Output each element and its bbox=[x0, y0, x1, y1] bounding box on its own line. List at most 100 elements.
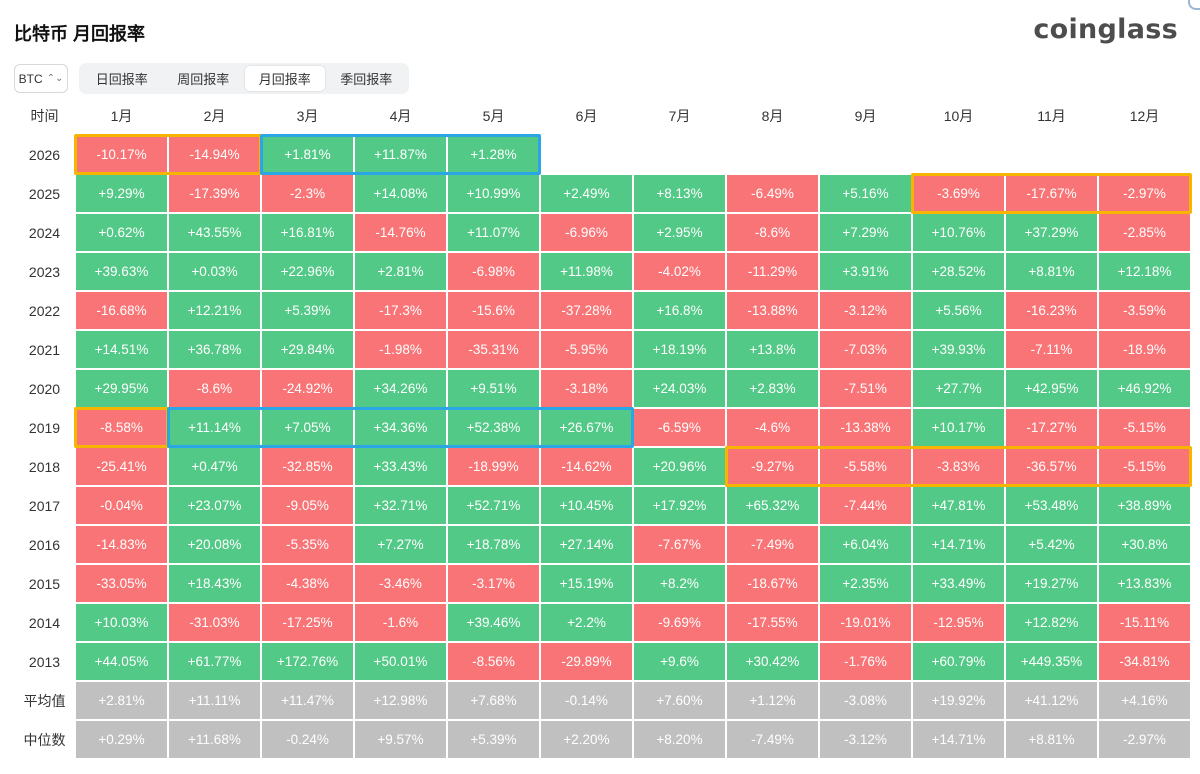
tab-daily-return[interactable]: 日回报率 bbox=[95, 72, 148, 87]
stat-cell[interactable]: +12.98% bbox=[355, 682, 446, 719]
return-cell[interactable]: -8.6% bbox=[727, 214, 818, 251]
return-cell[interactable]: +29.95% bbox=[76, 370, 167, 407]
return-cell[interactable]: -33.05% bbox=[76, 565, 167, 602]
return-cell[interactable]: +12.21% bbox=[169, 292, 260, 329]
return-cell[interactable]: +42.95% bbox=[1006, 370, 1097, 407]
return-cell[interactable]: -2.3% bbox=[262, 175, 353, 212]
return-cell[interactable]: -17.25% bbox=[262, 604, 353, 641]
coin-select[interactable]: BTC ⌃⌄ bbox=[14, 64, 68, 93]
return-cell[interactable]: +38.89% bbox=[1099, 487, 1190, 524]
tab-weekly-return[interactable]: 周回报率 bbox=[177, 72, 230, 87]
return-cell[interactable]: +1.81% bbox=[262, 136, 353, 173]
stat-cell[interactable]: +11.68% bbox=[169, 721, 260, 758]
stat-cell[interactable]: +19.92% bbox=[913, 682, 1004, 719]
return-cell[interactable]: -5.58% bbox=[820, 448, 911, 485]
return-cell[interactable]: +2.81% bbox=[355, 253, 446, 290]
return-cell[interactable]: -14.62% bbox=[541, 448, 632, 485]
stat-cell[interactable]: -2.97% bbox=[1099, 721, 1190, 758]
return-cell[interactable]: -17.3% bbox=[355, 292, 446, 329]
return-cell[interactable]: +449.35% bbox=[1006, 643, 1097, 680]
return-cell[interactable]: -29.89% bbox=[541, 643, 632, 680]
return-cell[interactable]: +33.49% bbox=[913, 565, 1004, 602]
return-cell[interactable]: +7.27% bbox=[355, 526, 446, 563]
return-cell[interactable]: -3.83% bbox=[913, 448, 1004, 485]
return-cell[interactable]: -6.96% bbox=[541, 214, 632, 251]
return-cell[interactable]: +8.81% bbox=[1006, 253, 1097, 290]
return-cell[interactable]: +2.49% bbox=[541, 175, 632, 212]
return-cell[interactable]: +10.99% bbox=[448, 175, 539, 212]
return-cell[interactable]: +12.82% bbox=[1006, 604, 1097, 641]
stat-cell[interactable]: -0.24% bbox=[262, 721, 353, 758]
return-cell[interactable]: +7.29% bbox=[820, 214, 911, 251]
return-cell[interactable]: +8.13% bbox=[634, 175, 725, 212]
return-cell[interactable]: +39.63% bbox=[76, 253, 167, 290]
return-cell[interactable]: +23.07% bbox=[169, 487, 260, 524]
return-cell[interactable]: +2.2% bbox=[541, 604, 632, 641]
return-cell[interactable]: +19.27% bbox=[1006, 565, 1097, 602]
return-cell[interactable]: -7.44% bbox=[820, 487, 911, 524]
return-cell[interactable]: -9.69% bbox=[634, 604, 725, 641]
return-cell[interactable]: +32.71% bbox=[355, 487, 446, 524]
return-cell[interactable]: -16.23% bbox=[1006, 292, 1097, 329]
return-cell[interactable]: +14.51% bbox=[76, 331, 167, 368]
return-cell[interactable]: -35.31% bbox=[448, 331, 539, 368]
return-cell[interactable]: -8.56% bbox=[448, 643, 539, 680]
return-cell[interactable]: -3.69% bbox=[913, 175, 1004, 212]
return-cell[interactable]: -4.6% bbox=[727, 409, 818, 446]
stat-cell[interactable]: -3.12% bbox=[820, 721, 911, 758]
return-cell[interactable]: -1.76% bbox=[820, 643, 911, 680]
stat-cell[interactable]: +8.81% bbox=[1006, 721, 1097, 758]
return-cell[interactable]: +10.03% bbox=[76, 604, 167, 641]
stat-cell[interactable]: +41.12% bbox=[1006, 682, 1097, 719]
stat-cell[interactable]: -3.08% bbox=[820, 682, 911, 719]
return-cell[interactable]: +30.42% bbox=[727, 643, 818, 680]
return-cell[interactable]: +3.91% bbox=[820, 253, 911, 290]
return-cell[interactable]: +18.19% bbox=[634, 331, 725, 368]
stat-cell[interactable]: +11.11% bbox=[169, 682, 260, 719]
return-cell[interactable]: +10.45% bbox=[541, 487, 632, 524]
return-cell[interactable]: +13.8% bbox=[727, 331, 818, 368]
return-cell[interactable]: +22.96% bbox=[262, 253, 353, 290]
return-cell[interactable]: -16.68% bbox=[76, 292, 167, 329]
return-cell[interactable]: +44.05% bbox=[76, 643, 167, 680]
return-cell[interactable]: -18.9% bbox=[1099, 331, 1190, 368]
stat-cell[interactable]: +7.68% bbox=[448, 682, 539, 719]
return-cell[interactable]: +61.77% bbox=[169, 643, 260, 680]
stat-cell[interactable]: +0.29% bbox=[76, 721, 167, 758]
return-cell[interactable]: +5.39% bbox=[262, 292, 353, 329]
return-cell[interactable]: +39.93% bbox=[913, 331, 1004, 368]
return-cell[interactable]: +36.78% bbox=[169, 331, 260, 368]
return-cell[interactable]: +30.8% bbox=[1099, 526, 1190, 563]
return-cell[interactable]: -7.67% bbox=[634, 526, 725, 563]
return-cell[interactable]: -14.94% bbox=[169, 136, 260, 173]
stat-cell[interactable]: +2.81% bbox=[76, 682, 167, 719]
return-cell[interactable]: -2.97% bbox=[1099, 175, 1190, 212]
stat-cell[interactable]: +2.20% bbox=[541, 721, 632, 758]
stat-cell[interactable]: +9.57% bbox=[355, 721, 446, 758]
return-cell[interactable]: -18.99% bbox=[448, 448, 539, 485]
return-cell[interactable]: +24.03% bbox=[634, 370, 725, 407]
return-cell[interactable]: -8.58% bbox=[76, 409, 167, 446]
return-cell[interactable]: -15.6% bbox=[448, 292, 539, 329]
return-cell[interactable]: -5.95% bbox=[541, 331, 632, 368]
stat-cell[interactable]: +7.60% bbox=[634, 682, 725, 719]
return-cell[interactable]: -3.12% bbox=[820, 292, 911, 329]
return-cell[interactable]: -5.15% bbox=[1099, 409, 1190, 446]
stat-cell[interactable]: -0.14% bbox=[541, 682, 632, 719]
return-cell[interactable]: -3.17% bbox=[448, 565, 539, 602]
return-cell[interactable]: -6.49% bbox=[727, 175, 818, 212]
return-cell[interactable]: -17.39% bbox=[169, 175, 260, 212]
return-cell[interactable]: +10.76% bbox=[913, 214, 1004, 251]
return-cell[interactable]: +65.32% bbox=[727, 487, 818, 524]
return-cell[interactable]: +20.08% bbox=[169, 526, 260, 563]
return-cell[interactable]: +1.28% bbox=[448, 136, 539, 173]
return-cell[interactable]: -4.02% bbox=[634, 253, 725, 290]
return-cell[interactable]: +27.7% bbox=[913, 370, 1004, 407]
return-cell[interactable]: -19.01% bbox=[820, 604, 911, 641]
return-cell[interactable]: +5.16% bbox=[820, 175, 911, 212]
return-cell[interactable]: -18.67% bbox=[727, 565, 818, 602]
return-cell[interactable]: +52.71% bbox=[448, 487, 539, 524]
stat-cell[interactable]: +11.47% bbox=[262, 682, 353, 719]
stat-cell[interactable]: +5.39% bbox=[448, 721, 539, 758]
return-cell[interactable]: +11.98% bbox=[541, 253, 632, 290]
